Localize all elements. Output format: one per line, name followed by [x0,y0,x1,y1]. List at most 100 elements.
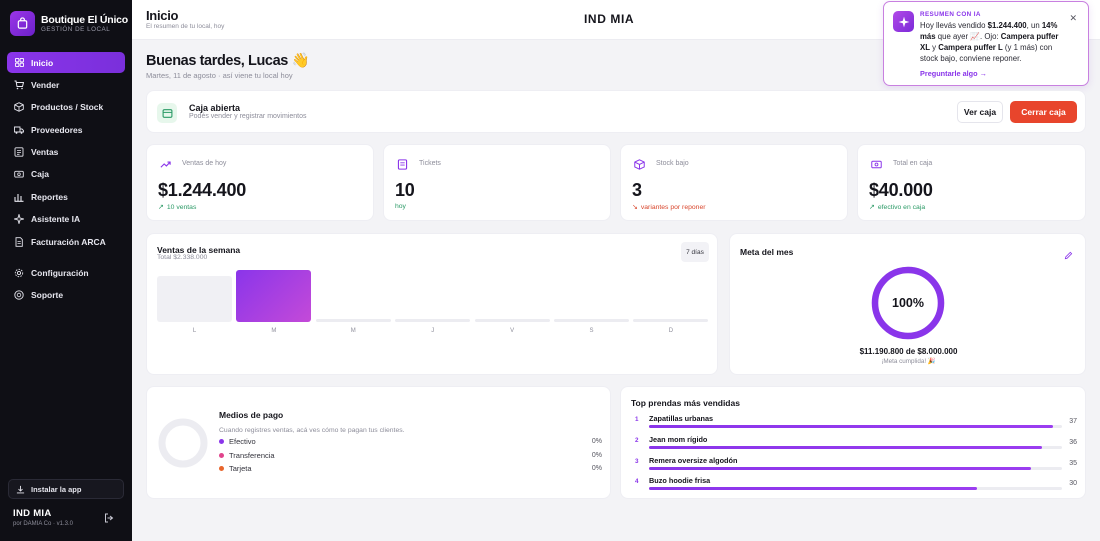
sidebar-item-configuracion[interactable]: Configuración [7,263,125,284]
cash-register-icon [157,103,177,123]
sidebar-item-inicio[interactable]: Inicio [7,52,125,73]
stat-card-tickets: Tickets 10 hoy [383,144,611,221]
sidebar-item-label: Productos / Stock [31,102,104,113]
cerrar-caja-button[interactable]: Cerrar caja [1010,101,1077,123]
sidebar-item-label: Asistente IA [31,214,81,225]
sidebar-item-reportes[interactable]: Reportes [7,186,125,207]
caja-status-subtitle: Podés vender y registrar movimientos [189,113,307,120]
gear-icon [14,268,24,278]
chart-bar-slot [633,270,709,322]
greeting-subtitle: Martes, 11 de agosto · así viene tu loca… [146,71,293,80]
download-icon [16,485,25,494]
chart-bar[interactable] [474,319,550,322]
chart-bar[interactable] [395,319,471,322]
edit-icon[interactable] [1064,247,1073,265]
ai-summary-popup: RESUMEN CON IA Hoy llevás vendido $1.244… [883,1,1089,86]
product-name: Remera oversize algodón [649,456,738,465]
trend-icon [159,158,171,170]
sidebar-item-ventas[interactable]: Ventas [7,142,125,163]
sidebar-item-productos[interactable]: Productos / Stock [7,97,125,118]
chart-x-label: J [431,328,435,334]
close-icon[interactable]: ✕ [1069,13,1077,23]
arrow-up-right-icon: ↗ [869,204,875,211]
main-nav: Inicio Vender Productos / Stock Proveedo… [7,52,125,307]
ver-caja-button[interactable]: Ver caja [957,101,1003,123]
product-name: Jean mom rígido [649,435,708,444]
product-bar-track [649,446,1062,449]
top-products-card: Top prendas más vendidas 1 Zapatillas ur… [620,386,1086,499]
sidebar-item-label: Inicio [31,57,54,68]
chart-bar[interactable] [236,270,312,322]
payment-row: Tarjeta 0% [219,463,602,473]
list-item: 4 Buzo hoodie frisa 30 [635,476,1077,494]
sidebar-item-label: Configuración [31,268,89,279]
payment-method-pct: 0% [591,451,602,459]
sidebar-item-label: Facturación ARCA [31,236,106,247]
sparkle-icon [14,214,24,225]
brand[interactable]: Boutique El Único GESTIÓN DE LOCAL [10,11,128,36]
legend-dot [219,438,224,444]
product-bar [649,425,1054,428]
cash-icon [14,169,24,179]
chart-bar[interactable] [554,319,629,322]
product-bar [649,446,1043,449]
chart-bar[interactable] [315,319,391,322]
chart-bar-slot [315,270,391,322]
stat-label: Total en caja [893,160,933,167]
greeting-title: Buenas tardes, Lucas 👋 [146,53,310,69]
chart-bar[interactable] [633,319,709,322]
week-sales-total: Total $2.338.000 [157,254,208,261]
ask-ai-link[interactable]: Preguntarle algo → [920,69,987,78]
sidebar-item-facturacion[interactable]: Facturación ARCA [7,231,125,252]
install-app-button[interactable]: Instalar la app [8,479,124,499]
payment-method-pct: 0% [591,437,602,445]
sidebar-item-caja[interactable]: Caja [7,164,125,185]
ticket-icon [396,158,408,170]
grid-icon [14,58,24,68]
sidebar-item-asistente-ia[interactable]: Asistente IA [7,209,125,230]
payment-method-pct: 0% [591,464,602,472]
sidebar-item-vender[interactable]: Vender [7,74,125,95]
legend-dot [219,465,224,471]
stat-note: hoy [395,203,406,210]
cart-icon [14,80,24,90]
ai-summary-text: Hoy llevás vendido $1.244.400, un 14% má… [920,21,1059,63]
install-app-label: Instalar la app [31,484,82,494]
caja-card: Caja abierta Podés vender y registrar mo… [146,90,1086,133]
product-bar [649,487,977,490]
page-subtitle: El resumen de tu local, hoy [146,23,225,30]
product-count: 35 [1069,460,1077,467]
payment-row: Transferencia 0% [219,450,602,460]
cash-icon [870,158,882,170]
product-rank: 2 [635,437,639,444]
chart-bar-slot [554,270,629,322]
chart-bar[interactable] [157,276,232,322]
stat-label: Stock bajo [656,160,689,167]
product-count: 30 [1069,480,1077,487]
product-bar-track [649,487,1062,490]
help-icon [14,290,24,301]
payment-donut [158,418,208,468]
sidebar-item-proveedores[interactable]: Proveedores [7,119,125,140]
list-item: 2 Jean mom rígido 36 [635,435,1077,453]
chart-x-label: L [192,328,197,334]
product-bar-track [649,467,1062,470]
list-icon [14,147,24,157]
list-item: 3 Remera oversize algodón 35 [635,456,1077,474]
arrow-down-right-icon: ↘ [632,204,638,211]
sidebar-item-soporte[interactable]: Soporte [7,285,125,306]
stat-note: ↘ variantes por reponer [632,203,706,212]
page-title: Inicio [146,8,179,23]
stat-value: $1.244.400 [158,180,247,200]
logout-button[interactable] [101,511,117,527]
arrow-up-right-icon: ↗ [158,204,164,211]
range-select[interactable]: 7 días [681,242,709,262]
chart-x-label: M [350,328,356,334]
sidebar: Boutique El Único GESTIÓN DE LOCAL Inici… [0,0,132,541]
sidebar-item-label: Proveedores [31,124,83,135]
product-bar [649,467,1032,470]
product-name: Zapatillas urbanas [649,414,714,423]
caja-status-title: Caja abierta [189,103,241,113]
goal-status: ¡Meta cumplida! 🎉 [881,358,936,365]
